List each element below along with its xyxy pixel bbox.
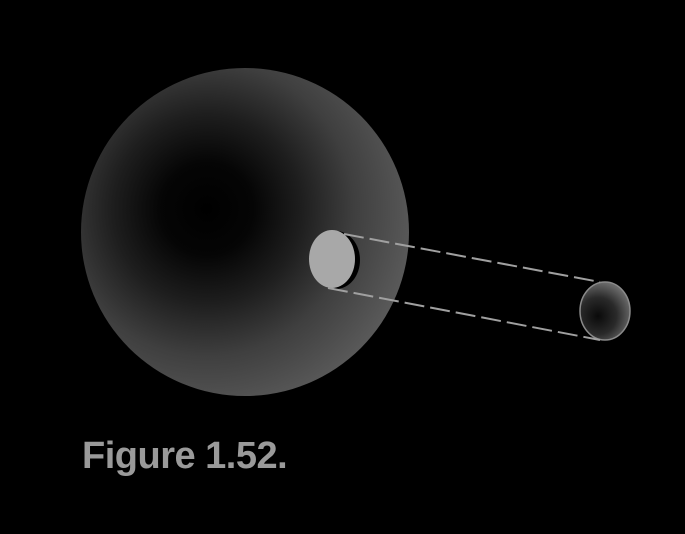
projection-line-bottom (327, 287, 601, 341)
near-disc-face (309, 230, 355, 288)
figure-caption: Figure 1.52. (82, 435, 288, 477)
far-disc (580, 282, 630, 340)
large-sphere (81, 68, 409, 396)
far-disc-rim (579, 281, 631, 341)
projection-line-top (343, 233, 601, 283)
